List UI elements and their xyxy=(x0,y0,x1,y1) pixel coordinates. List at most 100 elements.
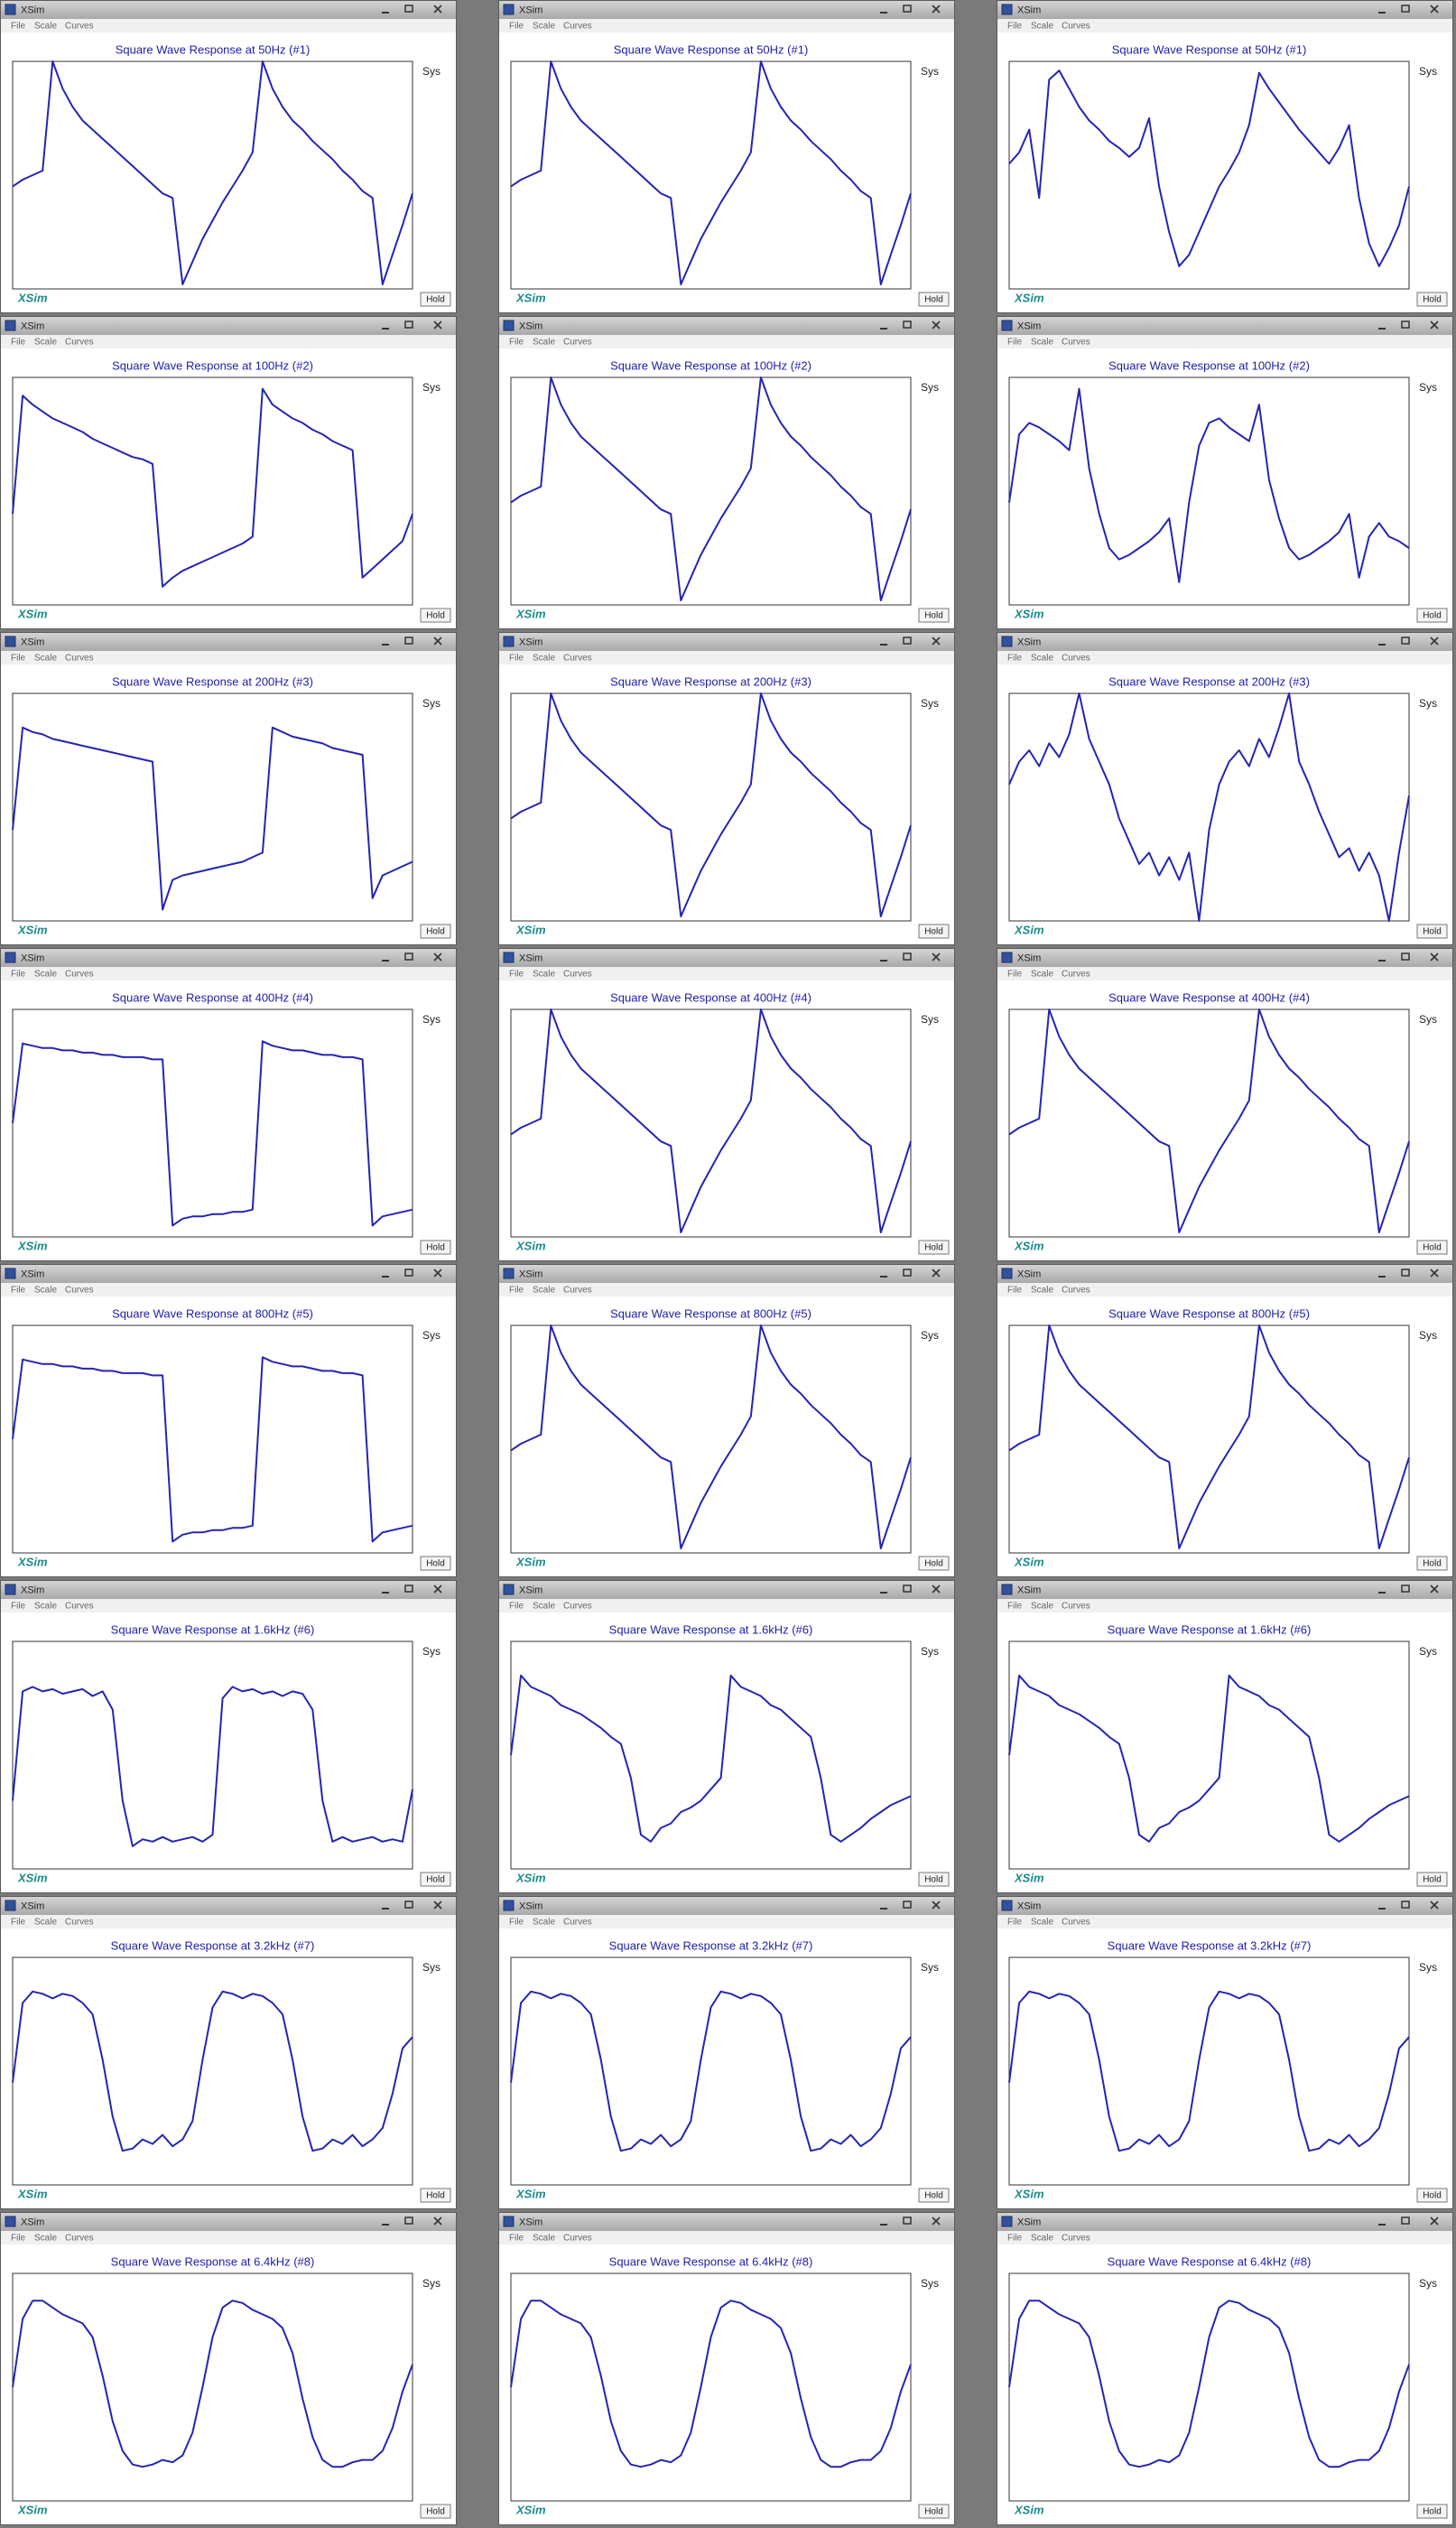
close-button[interactable] xyxy=(1430,1901,1439,1910)
maximize-button[interactable] xyxy=(903,953,912,961)
close-button[interactable] xyxy=(433,1585,442,1594)
menu-item[interactable]: Curves xyxy=(563,1602,592,1612)
maximize-button[interactable] xyxy=(1401,1901,1410,1909)
close-button[interactable] xyxy=(932,321,941,330)
menu-item[interactable]: File xyxy=(11,1286,26,1296)
hold-button[interactable]: Hold xyxy=(918,924,950,939)
hold-button[interactable]: Hold xyxy=(420,608,451,623)
hold-button[interactable]: Hold xyxy=(1416,2504,1448,2519)
menu-item[interactable]: File xyxy=(1007,1286,1023,1296)
menu-item[interactable]: Curves xyxy=(1062,970,1090,980)
menu-item[interactable]: Scale xyxy=(1031,970,1053,980)
close-button[interactable] xyxy=(433,637,442,646)
hold-button[interactable]: Hold xyxy=(918,1240,950,1255)
hold-button[interactable]: Hold xyxy=(420,2188,451,2203)
menu-item[interactable]: Scale xyxy=(533,654,555,664)
menu-item[interactable]: File xyxy=(509,1286,524,1296)
menu-item[interactable]: File xyxy=(509,2234,524,2244)
close-button[interactable] xyxy=(433,1901,442,1910)
hold-button[interactable]: Hold xyxy=(1416,292,1448,307)
menu-item[interactable]: Scale xyxy=(34,1918,57,1928)
close-button[interactable] xyxy=(932,637,941,646)
menu-item[interactable]: Curves xyxy=(65,1602,94,1612)
hold-button[interactable]: Hold xyxy=(918,292,950,307)
maximize-button[interactable] xyxy=(1401,953,1410,961)
maximize-button[interactable] xyxy=(404,637,413,645)
menu-item[interactable]: File xyxy=(11,970,26,980)
hold-button[interactable]: Hold xyxy=(420,2504,451,2519)
maximize-button[interactable] xyxy=(404,5,413,13)
menu-item[interactable]: File xyxy=(509,338,524,348)
hold-button[interactable]: Hold xyxy=(918,2504,950,2519)
menu-item[interactable]: Scale xyxy=(533,1602,555,1612)
menu-item[interactable]: File xyxy=(509,22,524,32)
menu-item[interactable]: Curves xyxy=(65,22,94,32)
menu-item[interactable]: File xyxy=(11,2234,26,2244)
menu-item[interactable]: Scale xyxy=(533,1918,555,1928)
close-button[interactable] xyxy=(1430,953,1439,962)
hold-button[interactable]: Hold xyxy=(918,1872,950,1887)
menu-item[interactable]: Curves xyxy=(1062,338,1090,348)
menu-item[interactable]: Curves xyxy=(563,1286,592,1296)
close-button[interactable] xyxy=(932,1901,941,1910)
menu-item[interactable]: Curves xyxy=(1062,1602,1090,1612)
maximize-button[interactable] xyxy=(404,953,413,961)
hold-button[interactable]: Hold xyxy=(918,2188,950,2203)
menu-item[interactable]: File xyxy=(1007,22,1023,32)
menu-item[interactable]: Scale xyxy=(533,22,555,32)
menu-item[interactable]: Scale xyxy=(1031,2234,1053,2244)
close-button[interactable] xyxy=(932,1585,941,1594)
menu-item[interactable]: Scale xyxy=(533,1286,555,1296)
hold-button[interactable]: Hold xyxy=(420,292,451,307)
maximize-button[interactable] xyxy=(1401,637,1410,645)
close-button[interactable] xyxy=(1430,637,1439,646)
menu-item[interactable]: Curves xyxy=(563,654,592,664)
menu-item[interactable]: File xyxy=(509,654,524,664)
close-button[interactable] xyxy=(433,321,442,330)
menu-item[interactable]: Scale xyxy=(1031,654,1053,664)
close-button[interactable] xyxy=(433,953,442,962)
hold-button[interactable]: Hold xyxy=(420,924,451,939)
menu-item[interactable]: File xyxy=(11,338,26,348)
maximize-button[interactable] xyxy=(1401,1269,1410,1277)
menu-item[interactable]: File xyxy=(509,970,524,980)
maximize-button[interactable] xyxy=(903,2217,912,2225)
menu-item[interactable]: File xyxy=(1007,1918,1023,1928)
menu-item[interactable]: Scale xyxy=(34,22,57,32)
menu-item[interactable]: Curves xyxy=(1062,22,1090,32)
hold-button[interactable]: Hold xyxy=(420,1872,451,1887)
hold-button[interactable]: Hold xyxy=(1416,924,1448,939)
menu-item[interactable]: Curves xyxy=(1062,1286,1090,1296)
menu-item[interactable]: Scale xyxy=(1031,1918,1053,1928)
close-button[interactable] xyxy=(1430,1585,1439,1594)
close-button[interactable] xyxy=(932,1269,941,1278)
menu-item[interactable]: File xyxy=(11,1918,26,1928)
maximize-button[interactable] xyxy=(1401,321,1410,329)
menu-item[interactable]: Curves xyxy=(1062,654,1090,664)
maximize-button[interactable] xyxy=(404,1901,413,1909)
menu-item[interactable]: Scale xyxy=(34,2234,57,2244)
menu-item[interactable]: Curves xyxy=(65,654,94,664)
hold-button[interactable]: Hold xyxy=(918,1556,950,1571)
maximize-button[interactable] xyxy=(903,1269,912,1277)
menu-item[interactable]: Scale xyxy=(34,1286,57,1296)
maximize-button[interactable] xyxy=(903,5,912,13)
menu-item[interactable]: Curves xyxy=(563,2234,592,2244)
hold-button[interactable]: Hold xyxy=(918,608,950,623)
menu-item[interactable]: Curves xyxy=(65,1918,94,1928)
hold-button[interactable]: Hold xyxy=(1416,1240,1448,1255)
menu-item[interactable]: File xyxy=(1007,654,1023,664)
menu-item[interactable]: Scale xyxy=(34,1602,57,1612)
menu-item[interactable]: Curves xyxy=(563,1918,592,1928)
maximize-button[interactable] xyxy=(903,1585,912,1593)
maximize-button[interactable] xyxy=(404,1585,413,1593)
maximize-button[interactable] xyxy=(903,321,912,329)
close-button[interactable] xyxy=(1430,1269,1439,1278)
close-button[interactable] xyxy=(433,5,442,14)
maximize-button[interactable] xyxy=(903,637,912,645)
menu-item[interactable]: File xyxy=(509,1918,524,1928)
close-button[interactable] xyxy=(1430,2217,1439,2226)
menu-item[interactable]: Curves xyxy=(1062,1918,1090,1928)
hold-button[interactable]: Hold xyxy=(1416,1872,1448,1887)
maximize-button[interactable] xyxy=(1401,1585,1410,1593)
